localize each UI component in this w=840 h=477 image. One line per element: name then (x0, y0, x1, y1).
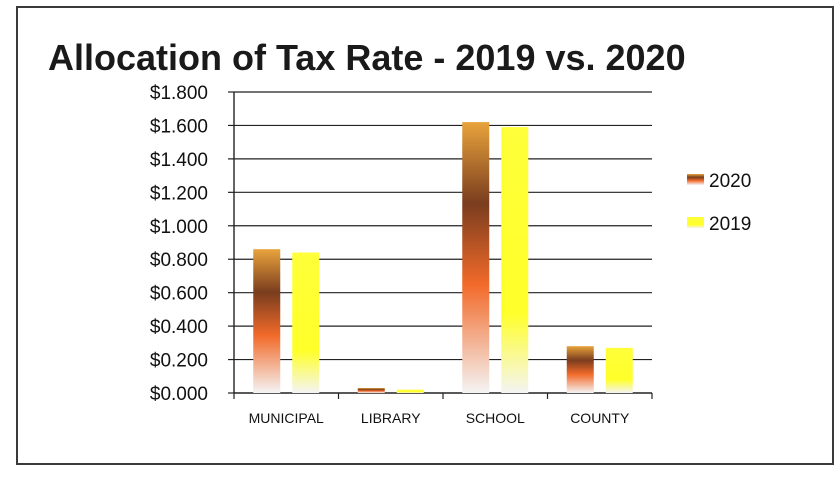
x-tick-label: COUNTY (570, 410, 630, 426)
y-tick-label: $1.200 (150, 183, 208, 204)
x-tick-label: SCHOOL (466, 410, 525, 426)
x-tick-label: LIBRARY (361, 410, 421, 426)
chart-title: Allocation of Tax Rate - 2019 vs. 2020 (48, 37, 686, 78)
y-tick-label: $1.600 (150, 116, 208, 137)
bar-2020-county (566, 346, 594, 393)
bar-2019-municipal (292, 252, 320, 393)
y-tick-label: $0.000 (150, 384, 208, 405)
y-tick-label: $1.800 (150, 83, 208, 104)
y-tick-label: $0.800 (150, 250, 208, 271)
legend: 2020 2019 (687, 171, 751, 235)
legend-label-2019: 2019 (709, 214, 751, 235)
bar-2019-school (501, 127, 529, 393)
bar-2019-library (396, 389, 424, 393)
bars (253, 122, 633, 393)
chart-frame (16, 6, 834, 465)
y-tick-label: $0.400 (150, 317, 208, 338)
legend-label-2020: 2020 (709, 171, 751, 192)
y-axis: $0.000 $0.200 $0.400 $0.600 $0.800 $1.000 $1.2… (150, 83, 235, 405)
y-tick-label: $1.400 (150, 150, 208, 171)
legend-swatch-2019 (687, 217, 704, 228)
legend-swatch-2020 (687, 174, 704, 185)
bar-2020-library (357, 387, 385, 393)
x-tick-label: MUNICIPAL (249, 410, 324, 426)
bar-2019-county (605, 347, 633, 393)
y-tick-label: $0.200 (150, 351, 208, 372)
y-tick-label: $0.600 (150, 284, 208, 305)
x-axis: MUNICIPAL LIBRARY SCHOOL COUNTY (233, 392, 653, 426)
bar-2020-municipal (253, 249, 281, 393)
bar-2020-school (462, 122, 490, 393)
y-tick-label: $1.000 (150, 217, 208, 238)
